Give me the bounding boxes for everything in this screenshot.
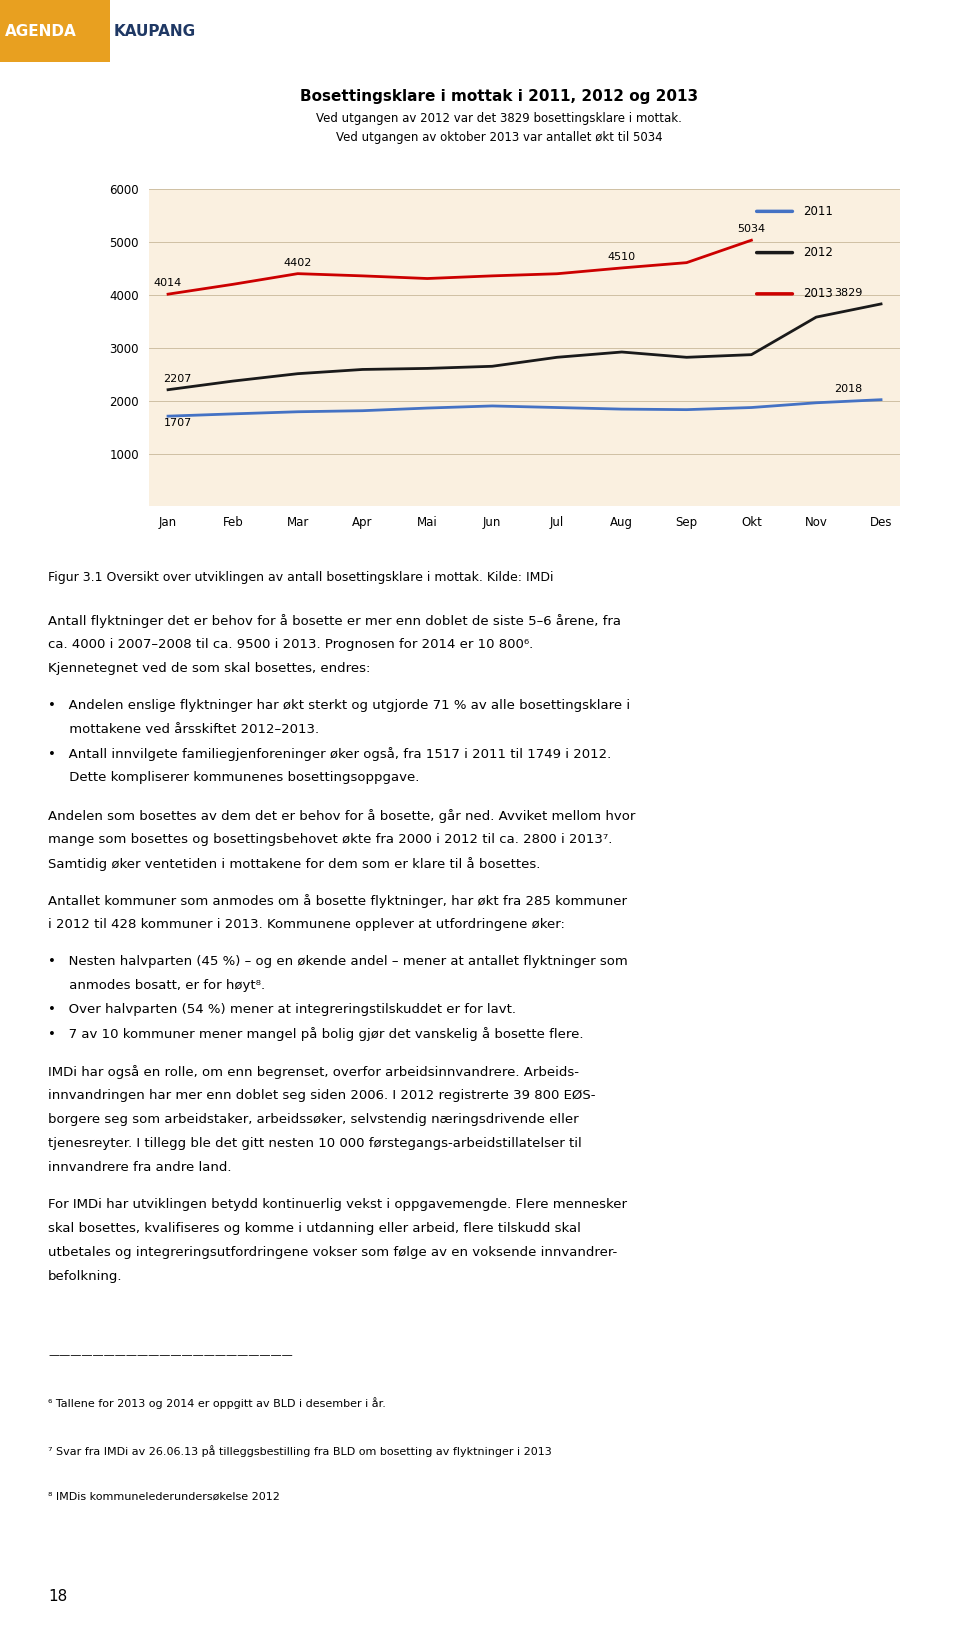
Text: Dette kompliserer kommunenes bosettingsoppgave.: Dette kompliserer kommunenes bosettingso… xyxy=(48,771,420,784)
Text: For IMDi har utviklingen betydd kontinuerlig vekst i oppgavemengde. Flere mennes: For IMDi har utviklingen betydd kontinue… xyxy=(48,1198,627,1211)
Text: ——————————————————————: —————————————————————— xyxy=(48,1351,293,1360)
Text: skal bosettes, kvalifiseres og komme i utdanning eller arbeid, flere tilskudd sk: skal bosettes, kvalifiseres og komme i u… xyxy=(48,1223,581,1234)
Text: befolkning.: befolkning. xyxy=(48,1270,123,1283)
Text: Ved utgangen av 2012 var det 3829 bosettingsklare i mottak.: Ved utgangen av 2012 var det 3829 bosett… xyxy=(316,113,683,124)
Text: 4402: 4402 xyxy=(283,259,312,268)
Text: ⁷ Svar fra IMDi av 26.06.13 på tilleggsbestilling fra BLD om bosetting av flyktn: ⁷ Svar fra IMDi av 26.06.13 på tilleggsb… xyxy=(48,1445,552,1457)
Text: •   Andelen enslige flyktninger har økt sterkt og utgjorde 71 % av alle bosettin: • Andelen enslige flyktninger har økt st… xyxy=(48,699,630,712)
Text: 2018: 2018 xyxy=(834,385,863,395)
Text: 5034: 5034 xyxy=(737,224,765,234)
Text: 2011: 2011 xyxy=(803,205,832,218)
Text: KAUPANG: KAUPANG xyxy=(113,23,196,39)
Text: •   Antall innvilgete familiegjenforeninger øker også, fra 1517 i 2011 til 1749 : • Antall innvilgete familiegjenforeninge… xyxy=(48,748,612,761)
Text: utbetales og integreringsutfordringene vokser som følge av en voksende innvandre: utbetales og integreringsutfordringene v… xyxy=(48,1246,617,1259)
Text: borgere seg som arbeidstaker, arbeidssøker, selvstendig næringsdrivende eller: borgere seg som arbeidstaker, arbeidssøk… xyxy=(48,1113,579,1126)
Text: Ved utgangen av oktober 2013 var antallet økt til 5034: Ved utgangen av oktober 2013 var antalle… xyxy=(336,131,662,144)
Text: Figur 3.1 Oversikt over utviklingen av antall bosettingsklare i mottak. Kilde: I: Figur 3.1 Oversikt over utviklingen av a… xyxy=(48,571,554,583)
Text: Bosettingsklare i mottak i 2011, 2012 og 2013: Bosettingsklare i mottak i 2011, 2012 og… xyxy=(300,88,698,103)
Text: •   Nesten halvparten (45 %) – og en økende andel – mener at antallet flyktninge: • Nesten halvparten (45 %) – og en økend… xyxy=(48,956,628,967)
Text: ⁸ IMDis kommunelederundersøkelse 2012: ⁸ IMDis kommunelederundersøkelse 2012 xyxy=(48,1491,280,1501)
Text: ca. 4000 i 2007–2008 til ca. 9500 i 2013. Prognosen for 2014 er 10 800⁶.: ca. 4000 i 2007–2008 til ca. 9500 i 2013… xyxy=(48,638,533,652)
Text: •   7 av 10 kommuner mener mangel på bolig gjør det vanskelig å bosette flere.: • 7 av 10 kommuner mener mangel på bolig… xyxy=(48,1028,584,1041)
Text: 1707: 1707 xyxy=(163,417,192,427)
Text: mottakene ved årsskiftet 2012–2013.: mottakene ved årsskiftet 2012–2013. xyxy=(48,724,319,737)
Text: IMDi har også en rolle, om enn begrenset, overfor arbeidsinnvandrere. Arbeids-: IMDi har også en rolle, om enn begrenset… xyxy=(48,1064,579,1079)
Text: Antall flyktninger det er behov for å bosette er mer enn doblet de siste 5–6 åre: Antall flyktninger det er behov for å bo… xyxy=(48,614,621,629)
Text: 2207: 2207 xyxy=(163,373,192,385)
Text: 3829: 3829 xyxy=(834,288,863,298)
Text: i 2012 til 428 kommuner i 2013. Kommunene opplever at utfordringene øker:: i 2012 til 428 kommuner i 2013. Kommunen… xyxy=(48,918,564,931)
Text: Antallet kommuner som anmodes om å bosette flyktninger, har økt fra 285 kommuner: Antallet kommuner som anmodes om å boset… xyxy=(48,894,627,909)
Text: anmodes bosatt, er for høyt⁸.: anmodes bosatt, er for høyt⁸. xyxy=(48,979,265,992)
Text: 2013: 2013 xyxy=(803,288,832,300)
Text: 18: 18 xyxy=(48,1588,67,1604)
Text: •   Over halvparten (54 %) mener at integreringstilskuddet er for lavt.: • Over halvparten (54 %) mener at integr… xyxy=(48,1003,516,1017)
Text: Andelen som bosettes av dem det er behov for å bosette, går ned. Avviket mellom : Andelen som bosettes av dem det er behov… xyxy=(48,809,636,822)
Text: 4014: 4014 xyxy=(154,278,182,288)
Text: Kjennetegnet ved de som skal bosettes, endres:: Kjennetegnet ved de som skal bosettes, e… xyxy=(48,661,371,674)
Text: AGENDA: AGENDA xyxy=(5,23,77,39)
Text: 4510: 4510 xyxy=(608,252,636,262)
Text: innvandrere fra andre land.: innvandrere fra andre land. xyxy=(48,1161,231,1174)
Text: 2012: 2012 xyxy=(803,246,832,259)
Text: ⁶ Tallene for 2013 og 2014 er oppgitt av BLD i desember i år.: ⁶ Tallene for 2013 og 2014 er oppgitt av… xyxy=(48,1398,386,1409)
Text: Samtidig øker ventetiden i mottakene for dem som er klare til å bosettes.: Samtidig øker ventetiden i mottakene for… xyxy=(48,856,540,871)
Text: mange som bosettes og bosettingsbehovet økte fra 2000 i 2012 til ca. 2800 i 2013: mange som bosettes og bosettingsbehovet … xyxy=(48,833,612,846)
Text: tjenesreyter. I tillegg ble det gitt nesten 10 000 førstegangs-arbeidstillatelse: tjenesreyter. I tillegg ble det gitt nes… xyxy=(48,1136,582,1149)
Text: innvandringen har mer enn doblet seg siden 2006. I 2012 registrerte 39 800 EØS-: innvandringen har mer enn doblet seg sid… xyxy=(48,1089,595,1102)
Bar xyxy=(0,0,110,62)
